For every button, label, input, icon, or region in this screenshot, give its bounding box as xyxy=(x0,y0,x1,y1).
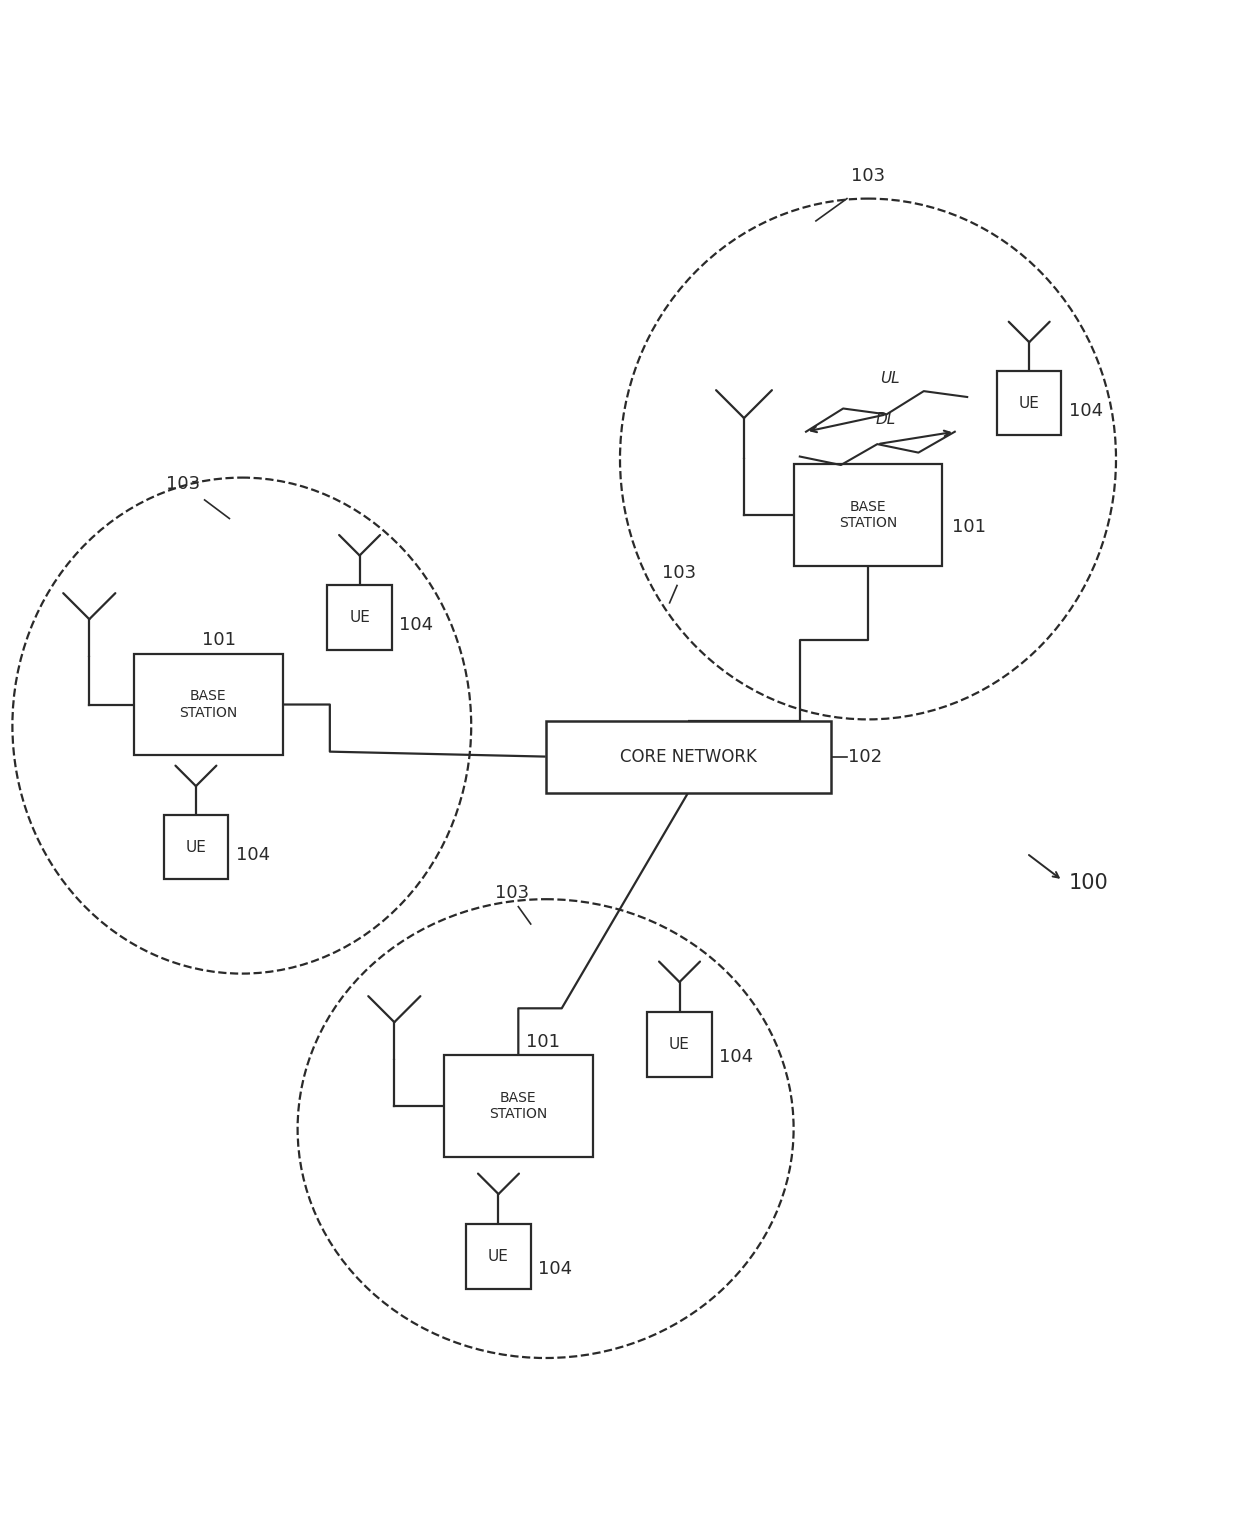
Text: 103: 103 xyxy=(851,168,885,185)
Text: 101: 101 xyxy=(202,632,236,649)
FancyBboxPatch shape xyxy=(327,586,392,651)
Text: BASE
STATION: BASE STATION xyxy=(180,689,237,720)
Text: UE: UE xyxy=(1019,395,1039,411)
Text: 104: 104 xyxy=(399,617,434,634)
FancyBboxPatch shape xyxy=(134,654,283,755)
FancyBboxPatch shape xyxy=(997,371,1061,435)
FancyBboxPatch shape xyxy=(164,815,228,880)
FancyBboxPatch shape xyxy=(444,1055,593,1157)
Text: UE: UE xyxy=(489,1249,508,1264)
Text: BASE
STATION: BASE STATION xyxy=(490,1090,547,1121)
Text: UL: UL xyxy=(880,371,900,386)
Text: CORE NETWORK: CORE NETWORK xyxy=(620,747,756,766)
Text: BASE
STATION: BASE STATION xyxy=(839,500,897,531)
Text: 102: 102 xyxy=(848,747,883,766)
Text: UE: UE xyxy=(350,611,370,626)
Text: 103: 103 xyxy=(662,564,697,581)
Text: 103: 103 xyxy=(166,475,201,492)
Text: 104: 104 xyxy=(1069,401,1104,420)
Text: 103: 103 xyxy=(495,884,529,901)
Text: UE: UE xyxy=(186,840,206,855)
Text: 104: 104 xyxy=(538,1260,573,1278)
FancyBboxPatch shape xyxy=(647,1012,712,1077)
Text: UE: UE xyxy=(670,1037,689,1052)
FancyBboxPatch shape xyxy=(466,1224,531,1289)
Text: 101: 101 xyxy=(526,1034,559,1050)
FancyBboxPatch shape xyxy=(794,464,942,566)
Text: DL: DL xyxy=(875,412,895,428)
Text: 101: 101 xyxy=(952,518,986,537)
Text: 104: 104 xyxy=(236,846,270,863)
Text: 104: 104 xyxy=(719,1047,754,1066)
FancyBboxPatch shape xyxy=(546,721,831,792)
Text: 100: 100 xyxy=(1069,874,1109,894)
